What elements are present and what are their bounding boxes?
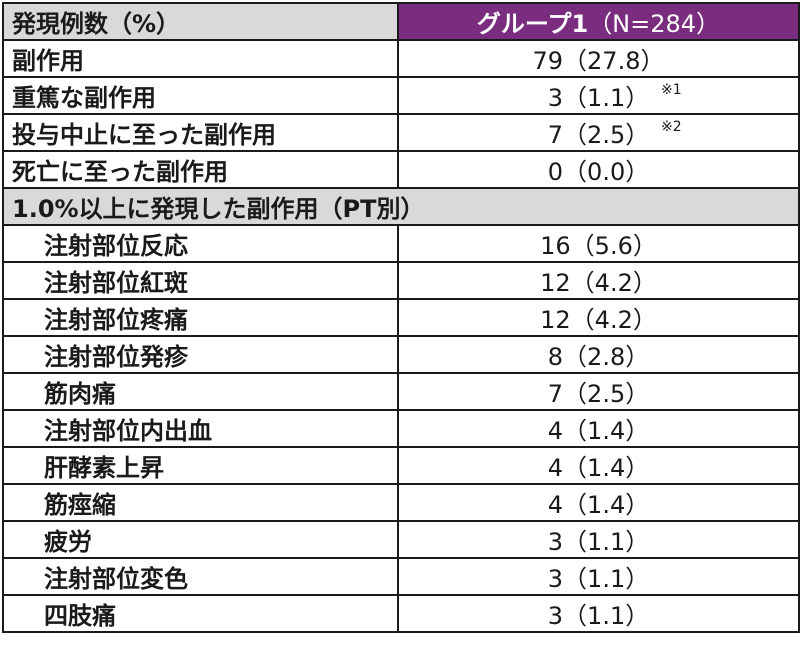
- value-text: 3（1.1）: [547, 84, 650, 112]
- pt-label: 四肢痛: [2, 594, 399, 633]
- table-row: 四肢痛 3（1.1）: [2, 594, 800, 633]
- table-row: 死亡に至った副作用 0（0.0）: [2, 150, 800, 189]
- section-row: 1.0%以上に発現した副作用（PT別）: [2, 187, 800, 226]
- pt-value: 3（1.1）: [397, 520, 800, 559]
- pt-value: 8（2.8）: [397, 335, 800, 374]
- pt-label: 注射部位内出血: [2, 409, 399, 448]
- table-row: 注射部位発疹 8（2.8）: [2, 335, 800, 374]
- pt-value: 3（1.1）: [397, 557, 800, 596]
- pt-value: 4（1.4）: [397, 446, 800, 485]
- pt-label: 疲労: [2, 520, 399, 559]
- group-header: グループ1（N=284）: [397, 2, 800, 41]
- table-row: 注射部位変色 3（1.1）: [2, 557, 800, 596]
- value-text: 79（27.8）: [532, 47, 665, 75]
- table-row: 肝酵素上昇 4（1.4）: [2, 446, 800, 485]
- pt-value: 12（4.2）: [397, 261, 800, 300]
- pt-value: 3（1.1）: [397, 594, 800, 633]
- pt-label: 肝酵素上昇: [2, 446, 399, 485]
- row-value: 7（2.5） ※2: [397, 113, 800, 152]
- pt-value: 7（2.5）: [397, 372, 800, 411]
- row-label: 副作用: [2, 39, 399, 78]
- pt-label: 注射部位紅斑: [2, 261, 399, 300]
- table-row: 注射部位内出血 4（1.4）: [2, 409, 800, 448]
- pt-value: 4（1.4）: [397, 409, 800, 448]
- pt-label: 注射部位反応: [2, 224, 399, 263]
- pt-label: 注射部位変色: [2, 557, 399, 596]
- table-row: 筋肉痛 7（2.5）: [2, 372, 800, 411]
- adverse-reactions-table: 発現例数（%） グループ1（N=284） 副作用 79（27.8） 重篤な副作用…: [2, 2, 800, 633]
- table-row: 筋痙縮 4（1.4）: [2, 483, 800, 522]
- row-value: 3（1.1） ※1: [397, 76, 800, 115]
- value-text: 7（2.5）: [547, 121, 650, 149]
- header-label: 発現例数（%）: [2, 2, 399, 41]
- table-row: 注射部位紅斑 12（4.2）: [2, 261, 800, 300]
- pt-value: 16（5.6）: [397, 224, 800, 263]
- table-row: 注射部位反応 16（5.6）: [2, 224, 800, 263]
- table-row: 疲労 3（1.1）: [2, 520, 800, 559]
- row-label: 死亡に至った副作用: [2, 150, 399, 189]
- pt-label: 筋肉痛: [2, 372, 399, 411]
- group-name: グループ1: [476, 10, 589, 38]
- pt-label: 注射部位疼痛: [2, 298, 399, 337]
- section-label: 1.0%以上に発現した副作用（PT別）: [2, 187, 800, 226]
- header-row: 発現例数（%） グループ1（N=284）: [2, 2, 800, 41]
- footnote-marker: ※2: [661, 119, 682, 135]
- table-row: 注射部位疼痛 12（4.2）: [2, 298, 800, 337]
- value-text: 0（0.0）: [547, 158, 650, 186]
- footnote-marker: ※1: [661, 82, 682, 98]
- pt-value: 12（4.2）: [397, 298, 800, 337]
- row-value: 0（0.0）: [397, 150, 800, 189]
- group-n: （N=284）: [588, 10, 721, 38]
- pt-label: 筋痙縮: [2, 483, 399, 522]
- row-label: 投与中止に至った副作用: [2, 113, 399, 152]
- table-row: 重篤な副作用 3（1.1） ※1: [2, 76, 800, 115]
- row-label: 重篤な副作用: [2, 76, 399, 115]
- pt-label: 注射部位発疹: [2, 335, 399, 374]
- table-row: 投与中止に至った副作用 7（2.5） ※2: [2, 113, 800, 152]
- row-value: 79（27.8）: [397, 39, 800, 78]
- table-row: 副作用 79（27.8）: [2, 39, 800, 78]
- pt-value: 4（1.4）: [397, 483, 800, 522]
